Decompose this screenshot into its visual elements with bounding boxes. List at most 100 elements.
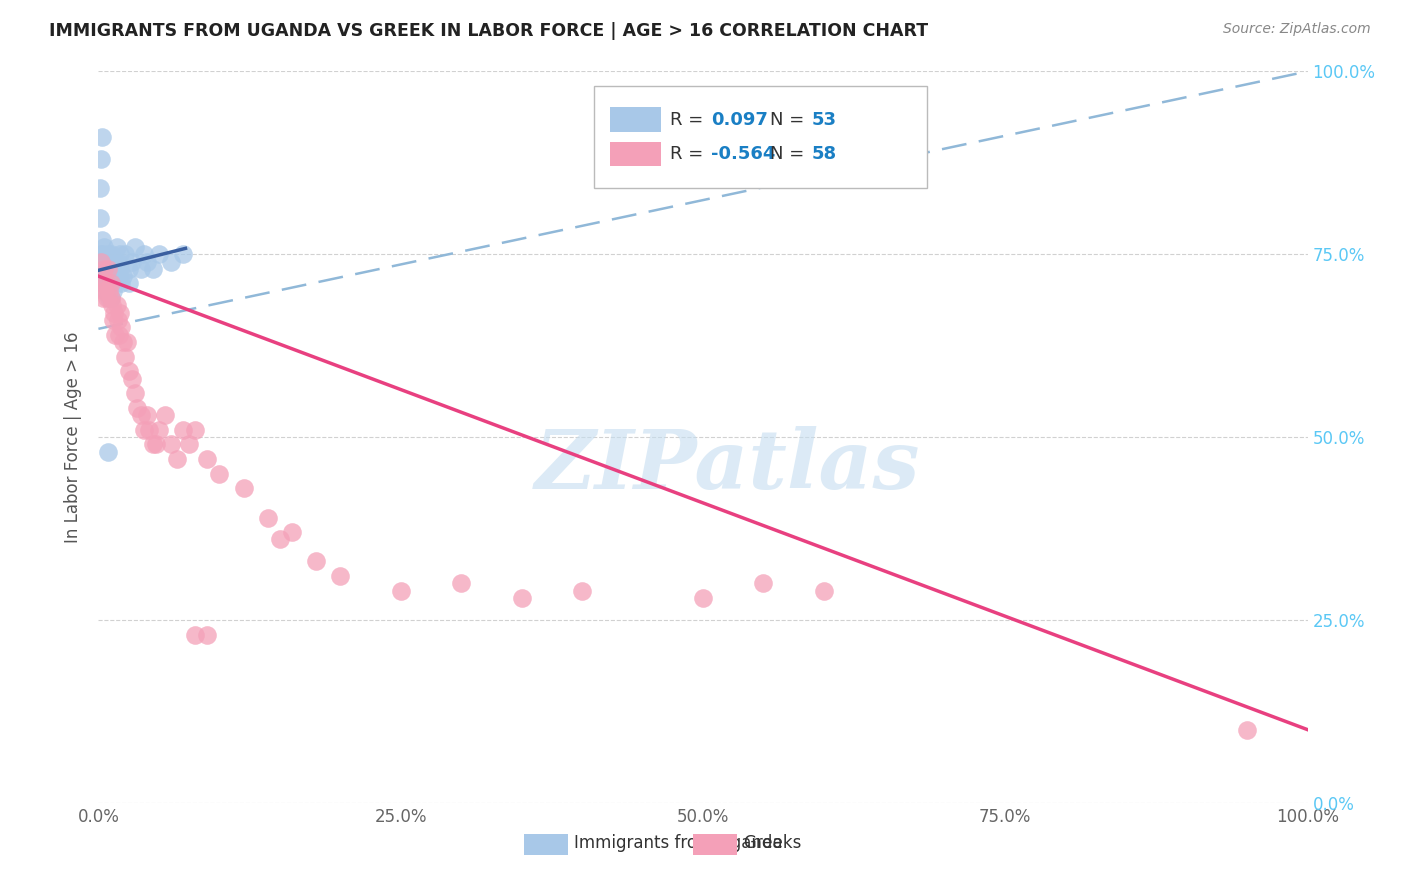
Point — [90, 269, 112, 284]
Point — [129, 408, 152, 422]
Point — [89, 181, 111, 195]
Point — [90, 254, 112, 268]
Text: -0.564: -0.564 — [711, 145, 776, 163]
Point — [94, 277, 117, 291]
Point — [510, 591, 533, 605]
Point — [91, 261, 114, 276]
Text: 58: 58 — [811, 145, 837, 163]
Point — [184, 627, 207, 641]
Point — [108, 247, 131, 261]
Point — [118, 261, 141, 276]
Point — [91, 291, 114, 305]
Point — [104, 327, 127, 342]
Point — [256, 510, 278, 524]
Point — [813, 583, 835, 598]
Point — [103, 306, 125, 320]
Point — [108, 269, 131, 284]
FancyBboxPatch shape — [610, 142, 661, 167]
Point — [148, 423, 170, 437]
Point — [100, 291, 122, 305]
Point — [124, 386, 146, 401]
Point — [160, 437, 183, 451]
Point — [111, 269, 134, 284]
Point — [100, 247, 122, 261]
Point — [97, 261, 120, 276]
Point — [135, 254, 157, 268]
Point — [105, 298, 128, 312]
Point — [134, 423, 156, 437]
Point — [96, 269, 118, 284]
Point — [94, 261, 117, 276]
Text: 0.097: 0.097 — [711, 111, 768, 128]
Point — [101, 284, 124, 298]
FancyBboxPatch shape — [693, 834, 737, 855]
Point — [281, 525, 304, 540]
Point — [195, 627, 218, 641]
Point — [124, 240, 146, 254]
Text: IMMIGRANTS FROM UGANDA VS GREEK IN LABOR FORCE | AGE > 16 CORRELATION CHART: IMMIGRANTS FROM UGANDA VS GREEK IN LABOR… — [49, 22, 928, 40]
Point — [91, 269, 114, 284]
Point — [100, 261, 122, 276]
Point — [121, 371, 143, 385]
Point — [389, 583, 412, 598]
Point — [105, 261, 128, 276]
Point — [142, 437, 165, 451]
Point — [195, 452, 218, 467]
Point — [305, 554, 328, 568]
Point — [98, 284, 121, 298]
Point — [96, 254, 118, 268]
Point — [93, 284, 115, 298]
Point — [100, 277, 122, 291]
Point — [752, 576, 775, 591]
Point — [110, 320, 132, 334]
Point — [94, 284, 117, 298]
Y-axis label: In Labor Force | Age > 16: In Labor Force | Age > 16 — [65, 331, 83, 543]
Text: ZIPatlas: ZIPatlas — [534, 426, 920, 507]
Point — [179, 437, 201, 451]
Text: N =: N = — [769, 111, 810, 128]
Point — [172, 423, 194, 437]
Text: Source: ZipAtlas.com: Source: ZipAtlas.com — [1223, 22, 1371, 37]
Point — [89, 211, 111, 225]
Text: R =: R = — [671, 145, 710, 163]
Point — [184, 423, 207, 437]
Point — [692, 591, 714, 605]
Point — [134, 247, 156, 261]
Point — [148, 247, 170, 261]
Point — [114, 247, 136, 261]
Text: N =: N = — [769, 145, 810, 163]
Text: 53: 53 — [811, 111, 837, 128]
Point — [101, 313, 124, 327]
Point — [208, 467, 231, 481]
Point — [93, 261, 115, 276]
Point — [100, 277, 122, 291]
Point — [571, 583, 593, 598]
Point — [232, 481, 254, 495]
Point — [450, 576, 472, 591]
Point — [91, 277, 114, 291]
Point — [93, 240, 115, 254]
Point — [100, 298, 122, 312]
Point — [121, 254, 143, 268]
Point — [142, 261, 165, 276]
Point — [172, 247, 194, 261]
Point — [104, 254, 127, 268]
Point — [103, 261, 125, 276]
Point — [118, 277, 141, 291]
Point — [153, 408, 176, 422]
Point — [108, 261, 131, 276]
Point — [329, 569, 352, 583]
Point — [138, 423, 160, 437]
Point — [97, 247, 120, 261]
Point — [101, 269, 124, 284]
Point — [97, 444, 120, 458]
Point — [110, 277, 132, 291]
Point — [118, 364, 141, 378]
Point — [160, 254, 183, 268]
Point — [90, 247, 112, 261]
Point — [98, 291, 121, 305]
Point — [117, 334, 139, 349]
Point — [127, 401, 149, 415]
Point — [108, 327, 131, 342]
Point — [91, 277, 114, 291]
